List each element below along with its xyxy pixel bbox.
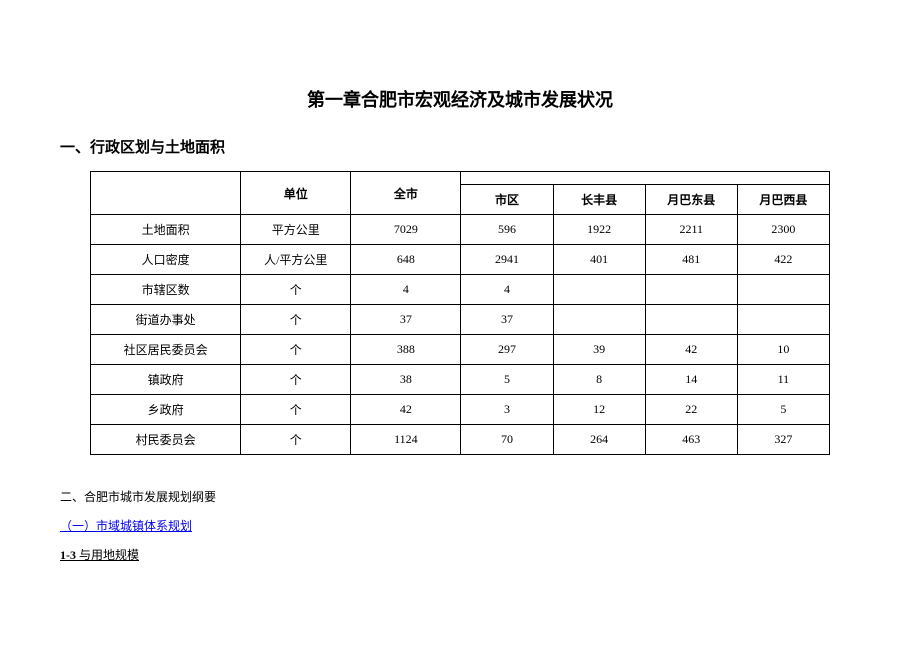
cell-total: 42 (351, 395, 461, 425)
cell-total: 4 (351, 275, 461, 305)
cell-unit: 个 (241, 395, 351, 425)
cell-name: 街道办事处 (91, 305, 241, 335)
cell-name: 镇政府 (91, 365, 241, 395)
cell-name: 人口密度 (91, 245, 241, 275)
table-row: 镇政府 个 38 5 8 14 11 (91, 365, 830, 395)
table-row: 市辖区数 个 4 4 (91, 275, 830, 305)
cell-sub: 39 (553, 335, 645, 365)
cell-name: 土地面积 (91, 215, 241, 245)
cell-sub: 4 (461, 275, 553, 305)
table-body: 土地面积 平方公里 7029 596 1922 2211 2300 人口密度 人… (91, 215, 830, 455)
cell-total: 648 (351, 245, 461, 275)
plan-link[interactable]: （一）市域城镇体系规划 (60, 512, 860, 541)
cell-total: 7029 (351, 215, 461, 245)
cell-unit: 个 (241, 305, 351, 335)
col-header-sub-3: 月巴西县 (737, 185, 829, 215)
plan-link-text: （一）市域城镇体系规划 (60, 519, 192, 533)
cell-sub: 2211 (645, 215, 737, 245)
document-page: 第一章合肥市宏观经济及城市发展状况 一、行政区划与土地面积 单位 全市 (0, 0, 920, 569)
cell-sub: 12 (553, 395, 645, 425)
cell-sub: 5 (461, 365, 553, 395)
section-1-heading: 一、行政区划与土地面积 (60, 136, 860, 157)
cell-sub: 481 (645, 245, 737, 275)
cell-unit: 平方公里 (241, 215, 351, 245)
cell-total: 37 (351, 305, 461, 335)
table-row: 街道办事处 个 37 37 (91, 305, 830, 335)
cell-sub: 5 (737, 395, 829, 425)
col-header-sub-1: 长丰县 (553, 185, 645, 215)
cell-sub: 297 (461, 335, 553, 365)
cell-sub: 2300 (737, 215, 829, 245)
cell-sub: 1922 (553, 215, 645, 245)
cell-sub: 10 (737, 335, 829, 365)
cell-sub (553, 275, 645, 305)
cell-sub: 422 (737, 245, 829, 275)
cell-total: 388 (351, 335, 461, 365)
cell-sub: 3 (461, 395, 553, 425)
subsection-label: 1-3 (60, 548, 76, 562)
cell-sub: 42 (645, 335, 737, 365)
cell-unit: 个 (241, 335, 351, 365)
cell-name: 市辖区数 (91, 275, 241, 305)
cell-sub: 401 (553, 245, 645, 275)
cell-sub: 463 (645, 425, 737, 455)
footer-notes: 二、合肥市城市发展规划纲要 （一）市域城镇体系规划 1-3 与用地规模 (60, 483, 860, 569)
col-header-unit: 单位 (241, 172, 351, 215)
cell-sub (553, 305, 645, 335)
table-row: 土地面积 平方公里 7029 596 1922 2211 2300 (91, 215, 830, 245)
cell-unit: 个 (241, 275, 351, 305)
subsection-text: 与用地规模 (76, 548, 139, 562)
cell-total: 1124 (351, 425, 461, 455)
admin-area-table: 单位 全市 市区 长丰县 月巴东县 月巴西县 土地面积 平方公里 7029 59… (90, 171, 830, 455)
cell-unit: 个 (241, 425, 351, 455)
cell-sub: 264 (553, 425, 645, 455)
cell-sub: 37 (461, 305, 553, 335)
chapter-title: 第一章合肥市宏观经济及城市发展状况 (60, 86, 860, 112)
cell-sub (645, 275, 737, 305)
col-header-name (91, 172, 241, 215)
cell-sub: 14 (645, 365, 737, 395)
cell-sub: 2941 (461, 245, 553, 275)
cell-sub (645, 305, 737, 335)
col-header-sub-2: 月巴东县 (645, 185, 737, 215)
table-row: 村民委员会 个 1124 70 264 463 327 (91, 425, 830, 455)
cell-unit: 个 (241, 365, 351, 395)
cell-name: 村民委员会 (91, 425, 241, 455)
cell-name: 乡政府 (91, 395, 241, 425)
table-row: 人口密度 人/平方公里 648 2941 401 481 422 (91, 245, 830, 275)
table-row: 乡政府 个 42 3 12 22 5 (91, 395, 830, 425)
cell-sub (737, 305, 829, 335)
cell-sub: 11 (737, 365, 829, 395)
table-container: 单位 全市 市区 长丰县 月巴东县 月巴西县 土地面积 平方公里 7029 59… (60, 171, 860, 455)
cell-sub: 327 (737, 425, 829, 455)
section-2-heading: 二、合肥市城市发展规划纲要 (60, 483, 860, 512)
cell-total: 38 (351, 365, 461, 395)
cell-sub: 22 (645, 395, 737, 425)
cell-name: 社区居民委员会 (91, 335, 241, 365)
cell-sub: 70 (461, 425, 553, 455)
col-header-sub-0: 市区 (461, 185, 553, 215)
col-header-total: 全市 (351, 172, 461, 215)
cell-sub: 596 (461, 215, 553, 245)
cell-sub: 8 (553, 365, 645, 395)
col-header-sub-group (461, 172, 830, 185)
subsection-1-3: 1-3 与用地规模 (60, 541, 860, 570)
table-header: 单位 全市 市区 长丰县 月巴东县 月巴西县 (91, 172, 830, 215)
cell-sub (737, 275, 829, 305)
table-row: 社区居民委员会 个 388 297 39 42 10 (91, 335, 830, 365)
cell-unit: 人/平方公里 (241, 245, 351, 275)
table-header-row-1: 单位 全市 (91, 172, 830, 185)
